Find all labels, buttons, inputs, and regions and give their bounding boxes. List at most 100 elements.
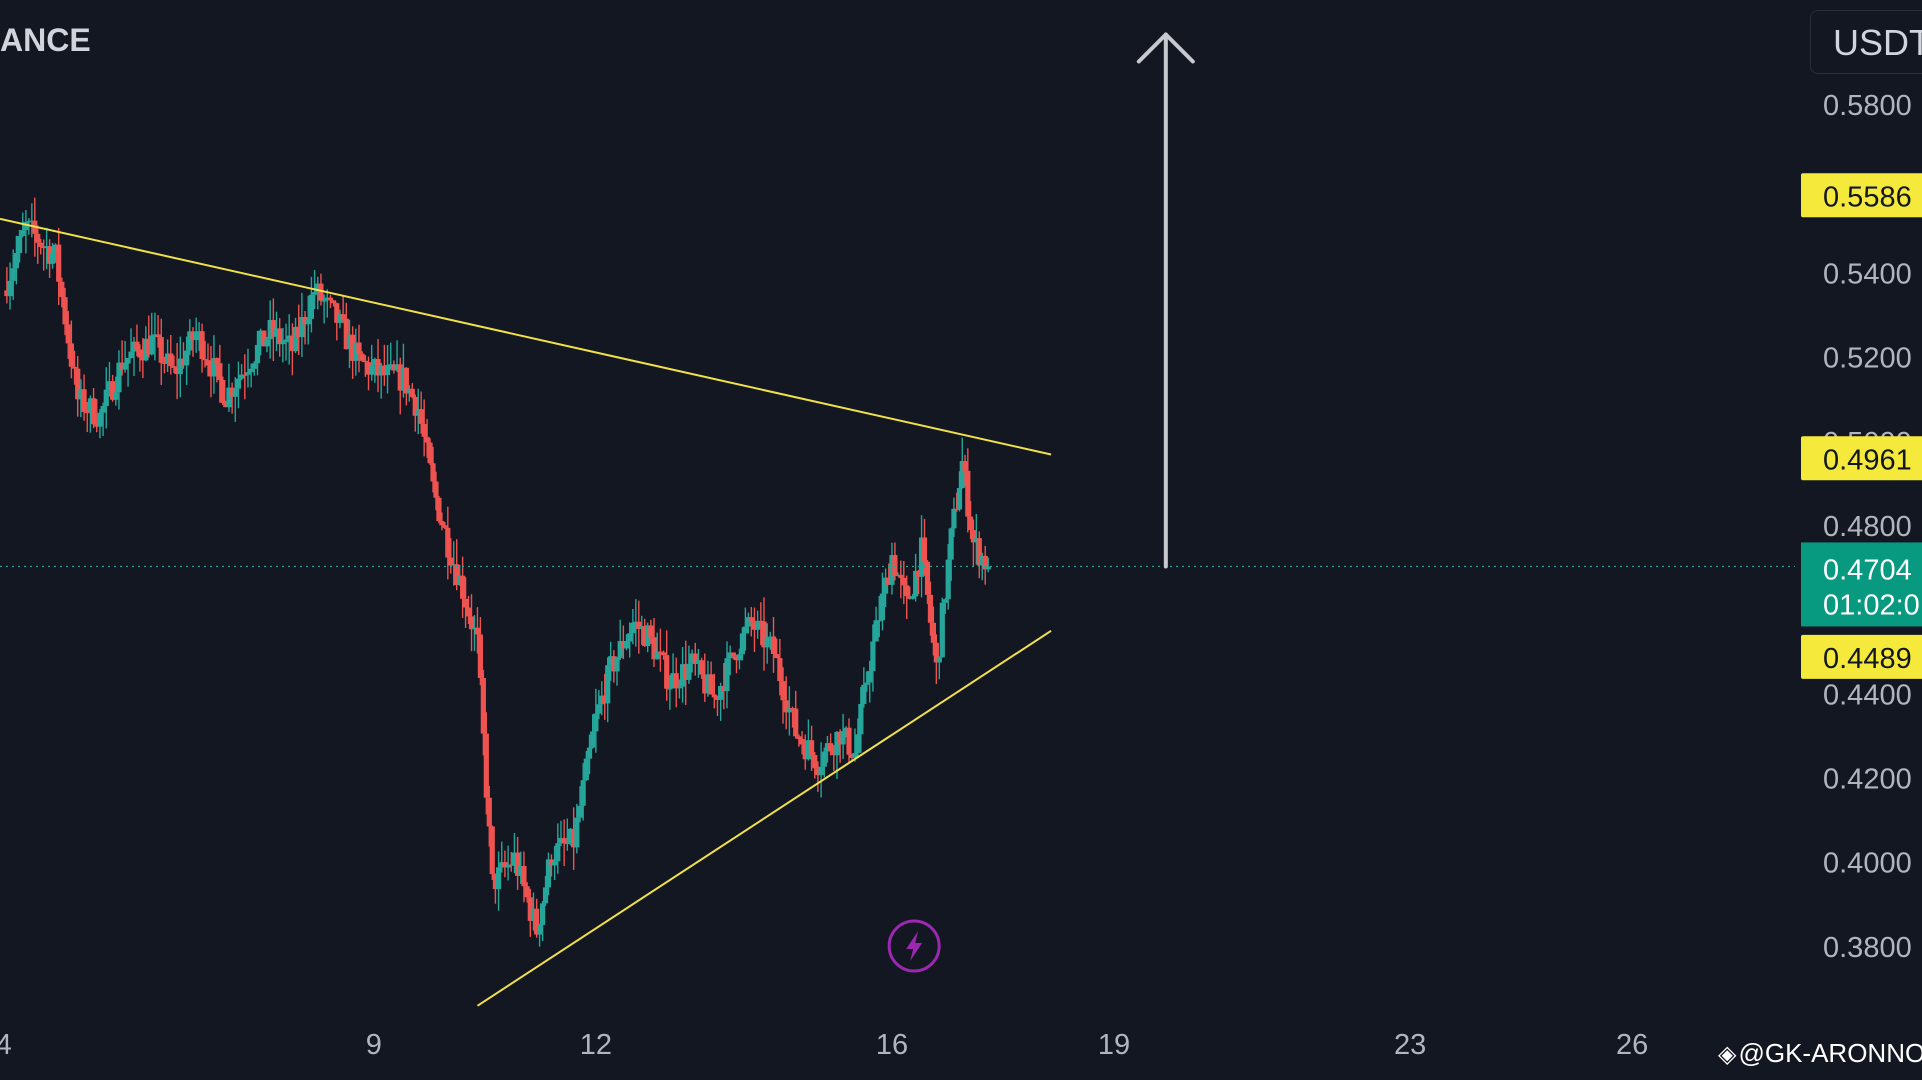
candle-body xyxy=(831,750,837,756)
candle-body xyxy=(642,626,648,647)
y-axis-tick-label: 0.5400 xyxy=(1823,259,1912,291)
candle-body xyxy=(270,319,276,337)
candle-body xyxy=(356,342,362,354)
candle-body xyxy=(755,620,761,630)
candle-body xyxy=(460,575,466,599)
candle-body xyxy=(534,908,540,935)
candle-body xyxy=(555,843,561,862)
price-level-badge[interactable] xyxy=(1801,173,1922,218)
candle-body xyxy=(59,281,65,298)
x-axis-tick-label: 23 xyxy=(1394,1029,1426,1061)
candle-body xyxy=(521,866,527,887)
candle-body xyxy=(489,826,495,875)
candle-body xyxy=(346,334,353,350)
candle-body xyxy=(864,682,870,685)
candle-body xyxy=(7,280,13,297)
candle-body xyxy=(748,617,754,622)
candle-body xyxy=(770,636,777,655)
candle-body xyxy=(165,353,171,364)
candle-body xyxy=(945,559,951,600)
candle-body xyxy=(406,388,412,394)
candle-body xyxy=(870,641,876,672)
candle-body xyxy=(676,686,683,689)
candle-body xyxy=(664,655,670,689)
candle-body xyxy=(125,358,131,364)
candle-body xyxy=(81,389,87,412)
candle-body xyxy=(372,358,378,366)
candle-body xyxy=(248,368,254,373)
candle-body xyxy=(904,585,910,597)
candle-body xyxy=(767,636,773,638)
watermark-text: @GK-ARONNO xyxy=(1738,1038,1922,1068)
candle-body xyxy=(539,903,546,926)
candle-body xyxy=(736,654,743,661)
candle-body xyxy=(574,817,580,848)
candle-body xyxy=(439,521,445,526)
trendline-lower[interactable] xyxy=(476,629,1052,1007)
candle-body xyxy=(492,874,499,890)
currency-button[interactable]: USDT xyxy=(1810,10,1922,74)
candle-body xyxy=(44,246,50,248)
candle-body xyxy=(852,752,858,758)
candle-body xyxy=(146,338,152,355)
candle-body xyxy=(954,508,960,511)
candle-body xyxy=(730,652,736,657)
x-axis-tick-label: 16 xyxy=(876,1029,908,1061)
candle-body xyxy=(660,652,667,656)
candle-body xyxy=(780,681,786,701)
candle-body xyxy=(41,246,47,249)
candle-body xyxy=(873,620,879,642)
target-arrow-head[interactable] xyxy=(1136,32,1195,64)
candle-body xyxy=(296,326,302,338)
candle-body xyxy=(71,366,78,369)
candle-body xyxy=(474,627,481,635)
candle-body xyxy=(530,908,537,921)
candle-body xyxy=(75,368,81,400)
candle-body xyxy=(739,633,746,655)
candle-body xyxy=(627,633,633,642)
candle-body xyxy=(78,389,84,400)
candle-body xyxy=(465,607,472,617)
candle-body xyxy=(49,253,56,264)
candle-body xyxy=(149,335,155,355)
candle-body xyxy=(277,328,283,345)
candle-body xyxy=(724,658,730,692)
candle-body xyxy=(454,564,460,586)
x-axis-tick-label: 12 xyxy=(580,1029,612,1061)
candle-body xyxy=(261,330,267,347)
candle-body xyxy=(808,740,815,755)
candle-body xyxy=(505,864,511,868)
candle-body xyxy=(220,379,226,403)
candle-body xyxy=(867,671,873,683)
candle-body xyxy=(486,797,492,827)
candle-body xyxy=(394,364,400,371)
candle-body xyxy=(412,396,418,416)
candle-body xyxy=(16,235,23,254)
candle-body xyxy=(273,328,280,337)
candle-body xyxy=(718,686,724,700)
candle-body xyxy=(106,381,113,390)
candle-body xyxy=(87,398,94,412)
candle-body xyxy=(264,339,270,347)
candle-body xyxy=(400,367,407,391)
candle-body xyxy=(783,700,789,713)
overlays-layer xyxy=(0,32,1795,1007)
candle-body xyxy=(134,341,140,350)
flash-icon[interactable] xyxy=(887,919,941,973)
candle-body xyxy=(20,230,26,236)
candle-body xyxy=(378,365,384,376)
candle-body xyxy=(190,331,196,341)
price-level-badge[interactable] xyxy=(1801,634,1922,679)
candle-body xyxy=(468,616,475,630)
price-level-badge[interactable] xyxy=(1801,436,1922,481)
trendline-upper[interactable] xyxy=(0,217,1052,456)
candle-body xyxy=(886,577,892,585)
candle-body xyxy=(199,331,205,360)
candle-body xyxy=(721,686,727,692)
current-price-badge[interactable] xyxy=(1801,542,1922,627)
candle-body xyxy=(714,697,721,700)
y-axis-tick-label: 0.5200 xyxy=(1823,343,1912,375)
candle-body xyxy=(158,337,164,363)
